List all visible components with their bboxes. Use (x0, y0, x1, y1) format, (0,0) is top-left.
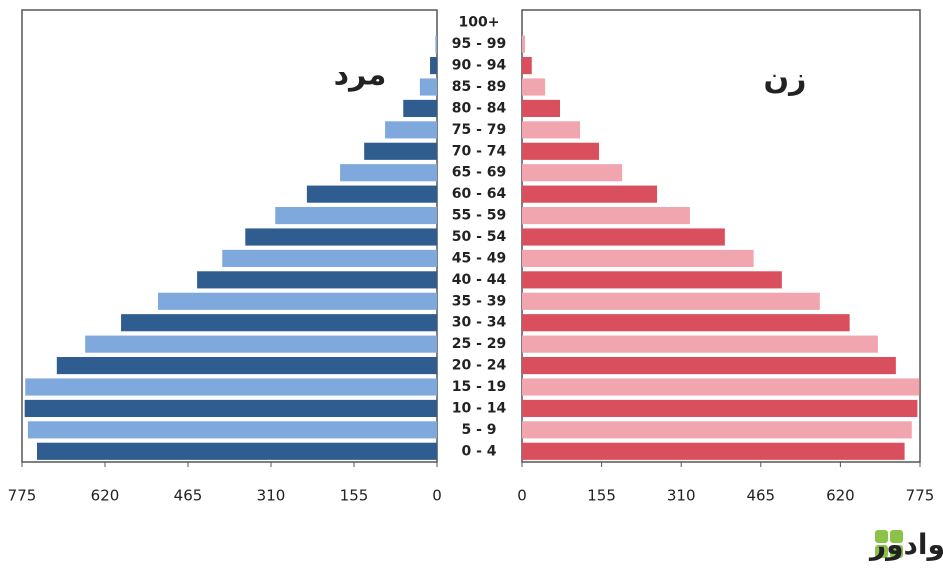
bar (522, 207, 690, 225)
y-tick-label: 25 - 29 (452, 336, 507, 352)
bar (522, 399, 918, 417)
y-tick-label: 85 - 89 (452, 79, 507, 95)
y-tick-label: 75 - 79 (452, 122, 507, 138)
bar (522, 99, 561, 117)
x-tick-label: 620 (91, 487, 120, 505)
y-tick-label: 20 - 24 (452, 358, 507, 374)
bar (24, 399, 437, 417)
y-tick-label: 35 - 39 (452, 293, 507, 309)
bar (522, 164, 623, 182)
y-tick-label: 10 - 14 (452, 400, 507, 416)
title-icon (875, 530, 903, 558)
y-tick-label: 55 - 59 (452, 208, 507, 224)
bar (522, 228, 725, 246)
bar (522, 421, 912, 439)
bar (522, 292, 820, 310)
bar (522, 335, 878, 353)
y-tick-label: 70 - 74 (452, 143, 507, 159)
bar (25, 378, 438, 396)
bar (522, 185, 658, 203)
y-tick-label: 65 - 69 (452, 165, 507, 181)
x-tick-label: 775 (8, 487, 37, 505)
bar (522, 271, 782, 289)
bar (522, 378, 920, 396)
y-tick-label: 45 - 49 (452, 250, 507, 266)
y-tick-label: 5 - 9 (461, 422, 496, 438)
x-tick-label: 775 (906, 487, 935, 505)
bar (222, 249, 437, 267)
bar (522, 57, 532, 75)
y-tick-label: 90 - 94 (452, 58, 507, 74)
bar (158, 292, 437, 310)
bar (522, 142, 600, 160)
bar (522, 121, 581, 139)
x-tick-label: 155 (340, 487, 369, 505)
y-tick-label: 95 - 99 (452, 36, 507, 52)
bar (340, 164, 437, 182)
series-label: مرد (334, 58, 387, 93)
x-tick-label: 620 (826, 487, 855, 505)
x-tick-label: 0 (517, 487, 527, 505)
x-tick-label: 310 (667, 487, 696, 505)
bar (522, 442, 905, 460)
bar (435, 35, 437, 53)
y-tick-label: 100+ (459, 15, 500, 31)
chart-title: هرم سنی اکوادور (868, 528, 943, 561)
bar (306, 185, 437, 203)
bar (275, 207, 437, 225)
bar (522, 35, 526, 53)
bar (385, 121, 437, 139)
bar (56, 357, 437, 375)
bar (85, 335, 437, 353)
x-tick-label: 0 (432, 487, 442, 505)
x-tick-label: 310 (257, 487, 286, 505)
y-tick-label: 40 - 44 (452, 272, 507, 288)
bar (522, 249, 754, 267)
bar (419, 78, 437, 96)
bar (522, 78, 546, 96)
x-tick-label: 465 (746, 487, 775, 505)
y-tick-label: 80 - 84 (452, 100, 507, 116)
bar (522, 357, 896, 375)
y-tick-label: 60 - 64 (452, 186, 507, 202)
x-tick-label: 155 (587, 487, 616, 505)
bar (245, 228, 437, 246)
bar (403, 99, 437, 117)
y-tick-label: 15 - 19 (452, 379, 507, 395)
x-tick-label: 465 (174, 487, 203, 505)
bar (522, 314, 850, 332)
bar (430, 57, 437, 75)
y-tick-label: 30 - 34 (452, 315, 507, 331)
bar (121, 314, 437, 332)
y-tick-label: 0 - 4 (461, 443, 496, 459)
bar (36, 442, 437, 460)
y-tick-label: 50 - 54 (452, 229, 507, 245)
series-label: زن (764, 62, 807, 97)
bar (27, 421, 438, 439)
bar (364, 142, 437, 160)
bar (197, 271, 437, 289)
